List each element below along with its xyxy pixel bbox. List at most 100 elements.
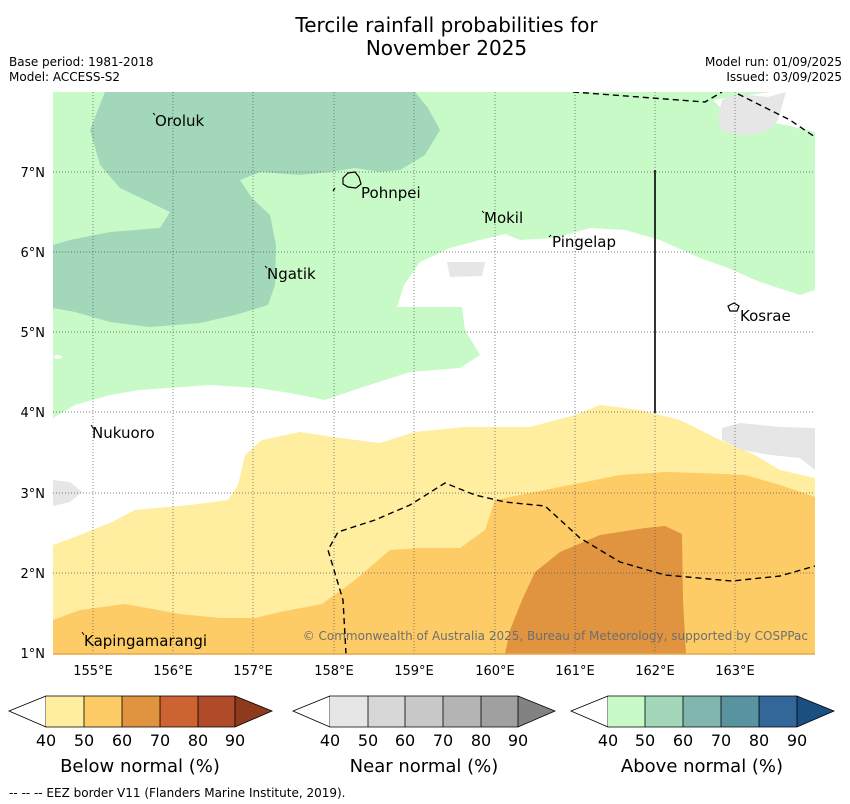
- legend-near-tick: 60: [395, 731, 415, 750]
- legend-below-tick: 80: [188, 731, 208, 750]
- gridlines: [53, 92, 815, 654]
- place-pingelap: Pingelap: [552, 233, 616, 251]
- legend-above-swatch: [683, 696, 721, 727]
- legend-near-arrow-left: [291, 695, 331, 728]
- legend-above-arrow-right: [797, 696, 834, 727]
- lat-tick-label: 4°N: [21, 406, 46, 421]
- legend-near-tick: 40: [320, 731, 340, 750]
- legend-near-swatch: [443, 696, 481, 727]
- title-line-1: Tercile rainfall probabilities for: [295, 13, 598, 37]
- legend-above-tick: 80: [749, 731, 769, 750]
- legend-near-tick: 50: [358, 731, 378, 750]
- legend-near-tick: 80: [471, 731, 491, 750]
- legend-above-tick: 90: [787, 731, 807, 750]
- near-normal-patch-east: [718, 92, 786, 135]
- base-period-label: Base period: 1981-2018: [9, 55, 154, 69]
- copyright-notice: © Commonwealth of Australia 2025, Bureau…: [303, 629, 808, 643]
- legend-below-outline: [46, 695, 274, 728]
- model-info: Base period: 1981-2018 Model: ACCESS-S2: [9, 55, 154, 85]
- place-nukuoro: Nukuoro: [92, 424, 155, 442]
- legend-near-tick: 90: [508, 731, 528, 750]
- legend-above-swatch: [608, 696, 645, 727]
- legend-below-swatch: [198, 696, 235, 727]
- lon-tick-label: 163°E: [715, 664, 755, 679]
- lon-tick-label: 155°E: [73, 664, 113, 679]
- lon-tick-label: 162°E: [635, 664, 675, 679]
- near-normal-patch-west: [53, 480, 82, 506]
- legend-above-swatch: [759, 696, 797, 727]
- legend-below-normal: 40 50 60 70 80 90 Below normal (%): [7, 695, 274, 777]
- lat-tick-label: 5°N: [21, 326, 46, 341]
- lat-tick-label: 7°N: [21, 166, 46, 181]
- map-area: Oroluk Pohnpei Mokil Pingelap Ngatik Kos…: [53, 92, 815, 654]
- model-run-label: Model run: 01/09/2025: [704, 55, 842, 69]
- lon-tick-label: 159°E: [394, 664, 434, 679]
- legend-below-title: Below normal (%): [60, 756, 220, 777]
- legend-above-outline: [608, 695, 836, 728]
- legend-above-swatch: [645, 696, 683, 727]
- longitude-ticks: 155°E 156°E 157°E 158°E 159°E 160°E 161°…: [73, 664, 755, 679]
- legend-below-tick: 40: [36, 731, 56, 750]
- legend-near-swatch: [405, 696, 443, 727]
- kosrae-island: [727, 302, 740, 312]
- below-normal-60-70-region: [505, 526, 686, 654]
- lat-tick-label: 2°N: [21, 567, 46, 582]
- legend-near-normal: 40 50 60 70 80 90 Near normal (%): [291, 695, 557, 777]
- legend-near-swatch: [481, 696, 518, 727]
- place-kapingamarangi: Kapingamarangi: [84, 632, 207, 650]
- lon-tick-label: 161°E: [555, 664, 595, 679]
- lon-tick-label: 157°E: [233, 664, 273, 679]
- model-label: Model: ACCESS-S2: [9, 70, 121, 84]
- near-normal-patch-southeast: [722, 423, 815, 470]
- legend-near-title: Near normal (%): [350, 756, 499, 777]
- eez-footer-note: -- -- -- EEZ border V11 (Flanders Marine…: [9, 786, 346, 800]
- eez-borders: [327, 92, 815, 654]
- legend-near-tick: 70: [433, 731, 453, 750]
- legend-below-swatch: [84, 696, 122, 727]
- legend-above-arrow-left: [569, 695, 609, 728]
- legend-below-swatch: [46, 696, 84, 727]
- legend-above-title: Above normal (%): [621, 756, 783, 777]
- place-mokil: Mokil: [484, 209, 523, 227]
- pohnpei-island: [342, 171, 362, 189]
- atoll-marks: [81, 112, 552, 636]
- legend-above-tick: 60: [673, 731, 693, 750]
- issued-label: Issued: 03/09/2025: [726, 70, 842, 84]
- legend-below-tick: 60: [112, 731, 132, 750]
- legend-near-outline: [330, 695, 557, 728]
- legend-below-swatch: [122, 696, 160, 727]
- legend-below-tick: 50: [74, 731, 94, 750]
- near-normal-patch-central: [447, 262, 485, 277]
- place-kosrae: Kosrae: [740, 307, 791, 325]
- pohnpei-islet: [332, 187, 336, 192]
- legend-near-swatch: [330, 696, 368, 727]
- lat-tick-label: 6°N: [21, 246, 46, 261]
- title-line-2: November 2025: [365, 36, 528, 60]
- place-pohnpei: Pohnpei: [361, 184, 421, 202]
- legend-near-swatch: [368, 696, 405, 727]
- lon-tick-label: 160°E: [475, 664, 515, 679]
- legend-below-arrow-left: [7, 695, 47, 728]
- legend-below-arrow-right: [235, 696, 272, 727]
- lat-tick-label: 1°N: [21, 647, 46, 662]
- lat-tick-label: 3°N: [21, 487, 46, 502]
- run-info: Model run: 01/09/2025 Issued: 03/09/2025: [705, 55, 842, 85]
- legend-below-swatch: [160, 696, 198, 727]
- legend-near-arrow-right: [518, 696, 555, 727]
- legend-below-tick: 90: [225, 731, 245, 750]
- legend-below-tick: 70: [150, 731, 170, 750]
- legend-above-tick: 70: [711, 731, 731, 750]
- legend-above-swatch: [721, 696, 759, 727]
- place-oroluk: Oroluk: [155, 112, 204, 130]
- lon-tick-label: 156°E: [153, 664, 193, 679]
- place-ngatik: Ngatik: [267, 265, 316, 283]
- above-normal-50-60-region: [53, 92, 440, 327]
- legend-above-normal: 40 50 60 70 80 90 Above normal (%): [569, 695, 836, 777]
- latitude-ticks: 7°N 6°N 5°N 4°N 3°N 2°N 1°N: [21, 166, 46, 662]
- lon-tick-label: 158°E: [314, 664, 354, 679]
- legend-above-tick: 40: [598, 731, 618, 750]
- legend-above-tick: 50: [635, 731, 655, 750]
- map-title: Tercile rainfall probabilities for Novem…: [0, 14, 850, 60]
- islet-marker: [54, 355, 62, 359]
